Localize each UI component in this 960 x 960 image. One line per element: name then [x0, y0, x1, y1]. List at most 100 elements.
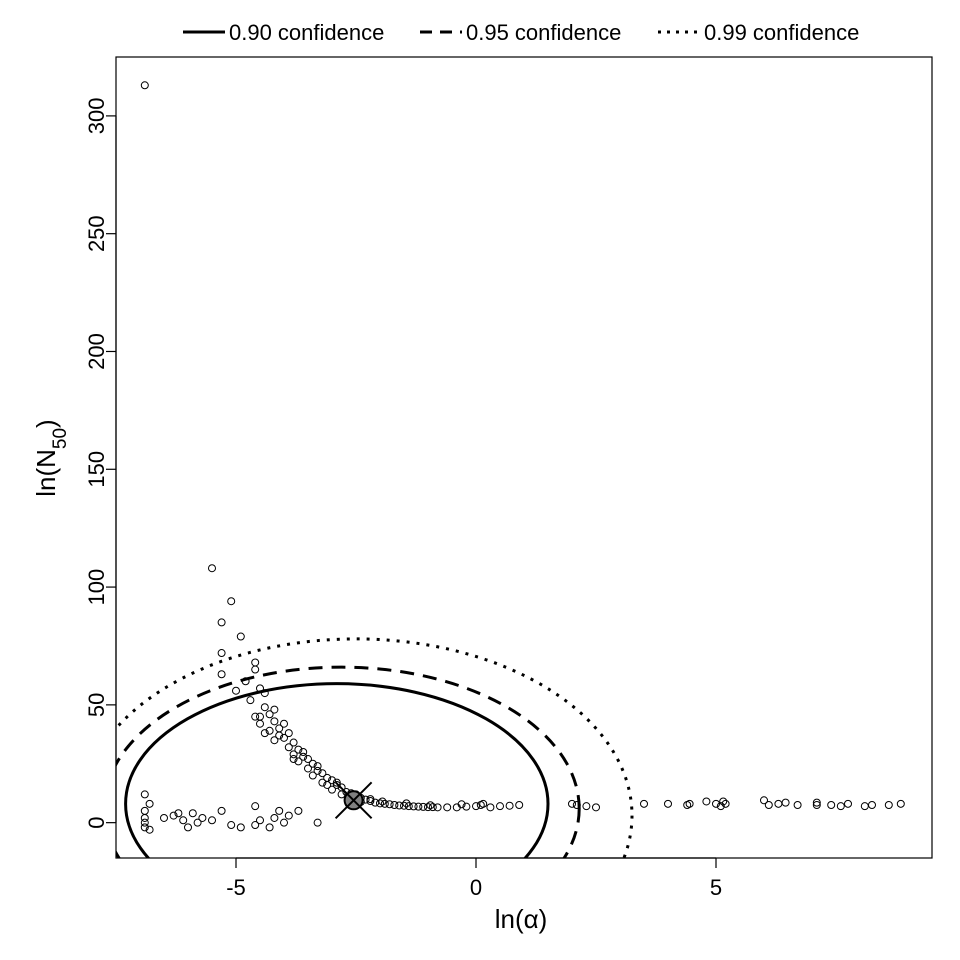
- data-point: [160, 813, 168, 822]
- data-point: [251, 712, 260, 721]
- data-point: [208, 564, 216, 573]
- data-point: [884, 800, 893, 809]
- x-axis-title: ln(α): [495, 904, 548, 934]
- data-point: [764, 800, 773, 809]
- data-point: [424, 803, 432, 812]
- data-point: [366, 795, 375, 804]
- data-point: [433, 803, 442, 812]
- data-point: [217, 618, 226, 627]
- y-tick-label: 200: [84, 333, 109, 370]
- legend-label-099: 0.99 confidence: [704, 20, 859, 45]
- data-point: [395, 801, 404, 810]
- data-point: [270, 717, 279, 726]
- data-point: [145, 825, 154, 834]
- data-point: [827, 800, 836, 809]
- y-tick-label: 50: [84, 693, 109, 717]
- legend: 0.90 confidence 0.95 confidence 0.99 con…: [183, 20, 859, 45]
- data-point: [332, 780, 341, 789]
- legend-label-090: 0.90 confidence: [229, 20, 384, 45]
- data-point: [227, 597, 236, 606]
- data-point: [409, 802, 418, 811]
- data-point: [568, 799, 576, 808]
- data-point: [179, 816, 188, 825]
- data-point: [400, 801, 408, 810]
- data-point: [256, 816, 264, 825]
- data-point: [812, 800, 821, 809]
- data-point: [496, 802, 504, 811]
- data-point: [844, 799, 852, 808]
- y-tick-label: 0: [84, 817, 109, 829]
- y-axis: 0 50 100 150 200 250 300: [84, 98, 117, 829]
- data-point: [385, 800, 394, 809]
- data-point: [275, 806, 284, 815]
- data-point: [227, 821, 236, 830]
- data-point: [265, 710, 274, 719]
- data-point: [265, 823, 274, 832]
- data-point: [217, 806, 226, 815]
- data-point: [719, 797, 728, 806]
- data-point: [712, 799, 720, 808]
- data-point: [428, 803, 437, 812]
- data-point: [390, 800, 399, 809]
- data-point: [860, 802, 869, 811]
- data-point: [198, 813, 207, 822]
- data-point: [793, 800, 802, 809]
- data-point: [270, 813, 279, 822]
- data-point: [140, 818, 149, 827]
- data-point: [217, 670, 226, 679]
- data-point: [404, 802, 413, 811]
- data-point: [419, 802, 428, 811]
- y-axis-title-sub: 50: [50, 428, 71, 449]
- y-axis-title-main: ln(N: [31, 449, 61, 497]
- data-point: [236, 823, 245, 832]
- data-point: [318, 769, 327, 778]
- data-point: [140, 813, 149, 822]
- plot-frame: [115, 56, 933, 859]
- data-point: [774, 799, 783, 808]
- data-point: [284, 729, 293, 738]
- data-point: [270, 736, 279, 745]
- data-point: [260, 689, 269, 698]
- data-point: [280, 733, 288, 742]
- data-point: [868, 800, 876, 809]
- data-point: [145, 799, 154, 808]
- data-point: [280, 719, 288, 728]
- data-point: [232, 686, 240, 695]
- data-point: [323, 780, 332, 789]
- data-point: [313, 818, 322, 827]
- data-point: [702, 797, 711, 806]
- data-point: [308, 759, 317, 768]
- data-point: [380, 799, 389, 808]
- data-point: [592, 803, 600, 812]
- data-point: [184, 823, 192, 832]
- y-tick-label: 300: [84, 98, 109, 135]
- data-point: [313, 766, 322, 775]
- data-point: [716, 802, 725, 811]
- data-point: [270, 705, 279, 714]
- data-point: [402, 799, 411, 808]
- x-tick-label: -5: [226, 875, 246, 900]
- data-point: [640, 799, 648, 808]
- data-point: [308, 771, 317, 780]
- data-point: [294, 745, 303, 754]
- x-axis: -5 0 5: [226, 857, 722, 900]
- data-point: [836, 802, 845, 811]
- data-point: [140, 790, 149, 799]
- best-estimate: [334, 781, 373, 819]
- data-point: [515, 800, 524, 809]
- data-point: [328, 785, 336, 794]
- data-point: [256, 719, 264, 728]
- data-point: [328, 776, 336, 785]
- data-point: [275, 724, 284, 733]
- data-point: [251, 802, 260, 811]
- data-point: [289, 738, 298, 747]
- data-point: [294, 806, 303, 815]
- y-tick-label: 100: [84, 569, 109, 606]
- data-point: [284, 811, 293, 820]
- data-point: [443, 803, 452, 812]
- data-point: [256, 684, 264, 693]
- data-point: [304, 764, 312, 773]
- y-tick-label: 250: [84, 215, 109, 252]
- data-point: [284, 743, 293, 752]
